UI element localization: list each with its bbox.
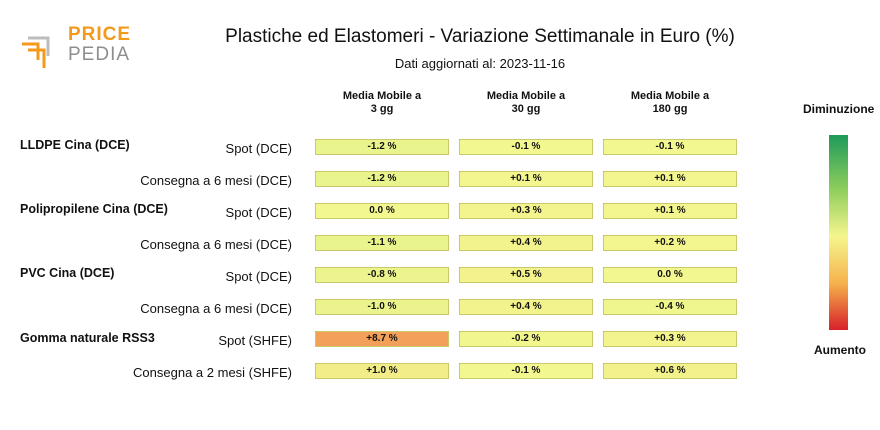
heatmap-cell: -1.0 % (315, 299, 449, 315)
chart-title: Plastiche ed Elastomeri - Variazione Set… (225, 26, 735, 47)
row-label: Consegna a 6 mesi (DCE) (140, 173, 292, 188)
heatmap-cell: +8.7 % (315, 331, 449, 347)
legend-decrease-label: Diminuzione (803, 102, 875, 116)
heatmap-cell: -0.1 % (459, 363, 593, 379)
group-label-gomma: Gomma naturale RSS3 (20, 331, 155, 345)
heatmap-cell: 0.0 % (603, 267, 737, 283)
row-label: Spot (DCE) (225, 141, 292, 156)
heatmap-cell: +0.1 % (603, 203, 737, 219)
heatmap-cell: -0.2 % (459, 331, 593, 347)
heatmap-cell: +0.4 % (459, 299, 593, 315)
group-label-polipropilene: Polipropilene Cina (DCE) (20, 202, 168, 216)
heatmap-cell: +0.1 % (459, 171, 593, 187)
heatmap-cell: +0.2 % (603, 235, 737, 251)
group-label-pvc: PVC Cina (DCE) (20, 266, 115, 280)
row-label: Consegna a 6 mesi (DCE) (140, 301, 292, 316)
heatmap-cell: +1.0 % (315, 363, 449, 379)
heatmap-cell: -1.2 % (315, 139, 449, 155)
heatmap-cell: -1.2 % (315, 171, 449, 187)
heatmap-cell: -0.1 % (459, 139, 593, 155)
heatmap-cell: -0.8 % (315, 267, 449, 283)
color-scale-legend (829, 135, 848, 330)
heatmap-cell: +0.3 % (459, 203, 593, 219)
heatmap-cell: +0.4 % (459, 235, 593, 251)
legend-increase-label: Aumento (814, 343, 866, 357)
column-header-180gg: Media Mobile a 180 gg (630, 90, 710, 115)
logo-word-pedia: PEDIA (68, 44, 131, 65)
pricepedia-logo: PRICE PEDIA (20, 24, 130, 74)
heatmap-cell: +0.6 % (603, 363, 737, 379)
heatmap-cell: 0.0 % (315, 203, 449, 219)
row-label: Spot (DCE) (225, 269, 292, 284)
heatmap-cell: -0.4 % (603, 299, 737, 315)
row-label: Consegna a 2 mesi (SHFE) (133, 365, 292, 380)
heatmap-cell: +0.1 % (603, 171, 737, 187)
row-label: Spot (SHFE) (218, 333, 292, 348)
chart-subtitle: Dati aggiornati al: 2023-11-16 (394, 56, 566, 71)
heatmap-cell: +0.3 % (603, 331, 737, 347)
row-label: Consegna a 6 mesi (DCE) (140, 237, 292, 252)
heatmap-cell: -0.1 % (603, 139, 737, 155)
row-label: Spot (DCE) (225, 205, 292, 220)
group-label-lldpe: LLDPE Cina (DCE) (20, 138, 130, 152)
logo-word-price: PRICE (68, 24, 132, 45)
column-header-30gg: Media Mobile a 30 gg (486, 90, 566, 115)
heatmap-cell: +0.5 % (459, 267, 593, 283)
heatmap-cell: -1.1 % (315, 235, 449, 251)
logo-mark-icon (22, 36, 50, 68)
